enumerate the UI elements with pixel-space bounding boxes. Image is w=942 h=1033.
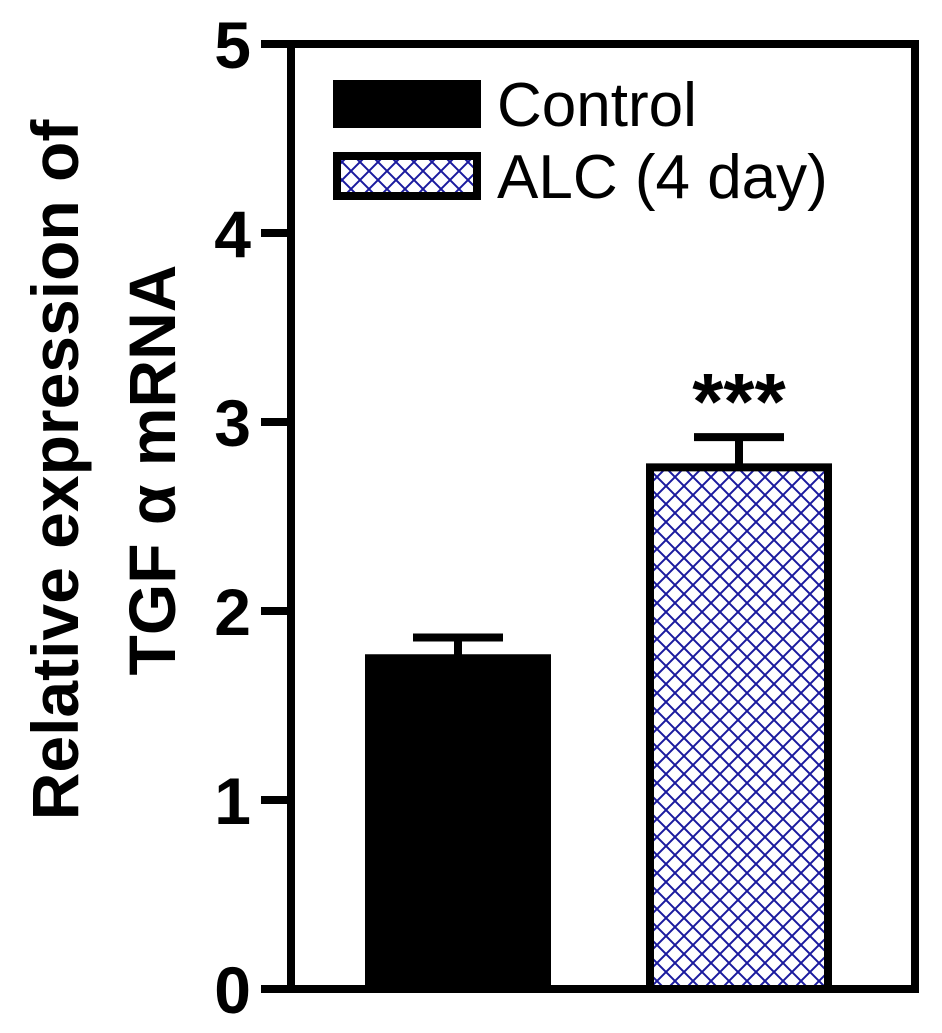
legend-swatch-alc-4-day bbox=[333, 152, 481, 200]
y-axis-label-line-2: TGF α mRNA bbox=[115, 265, 189, 676]
error-bars-group bbox=[413, 433, 784, 659]
legend-swatch-control bbox=[333, 80, 481, 128]
legend-label-control: Control bbox=[497, 71, 697, 140]
bars-group bbox=[365, 463, 832, 993]
y-tick-label: 2 bbox=[214, 575, 251, 649]
y-tick-label: 4 bbox=[214, 197, 251, 271]
significance-annotation: *** bbox=[692, 357, 786, 446]
plot-frame bbox=[287, 40, 919, 993]
legend-label-alc-4-day: ALC (4 day) bbox=[497, 143, 828, 212]
y-tick-label: 1 bbox=[214, 764, 251, 838]
annotations-group: *** bbox=[692, 357, 786, 446]
y-axis-label-line-1: Relative expression of bbox=[18, 119, 92, 821]
y-tick-label: 3 bbox=[214, 386, 251, 460]
bar-control bbox=[365, 654, 551, 993]
y-axis-label: Relative expression of TGF α mRNA bbox=[18, 119, 189, 821]
y-tick-label: 5 bbox=[214, 8, 251, 82]
y-tick-label: 0 bbox=[214, 953, 251, 1027]
y-axis-ticks: 0 1 2 3 4 5 bbox=[214, 8, 291, 1027]
bar-alc-4-day bbox=[646, 463, 832, 993]
